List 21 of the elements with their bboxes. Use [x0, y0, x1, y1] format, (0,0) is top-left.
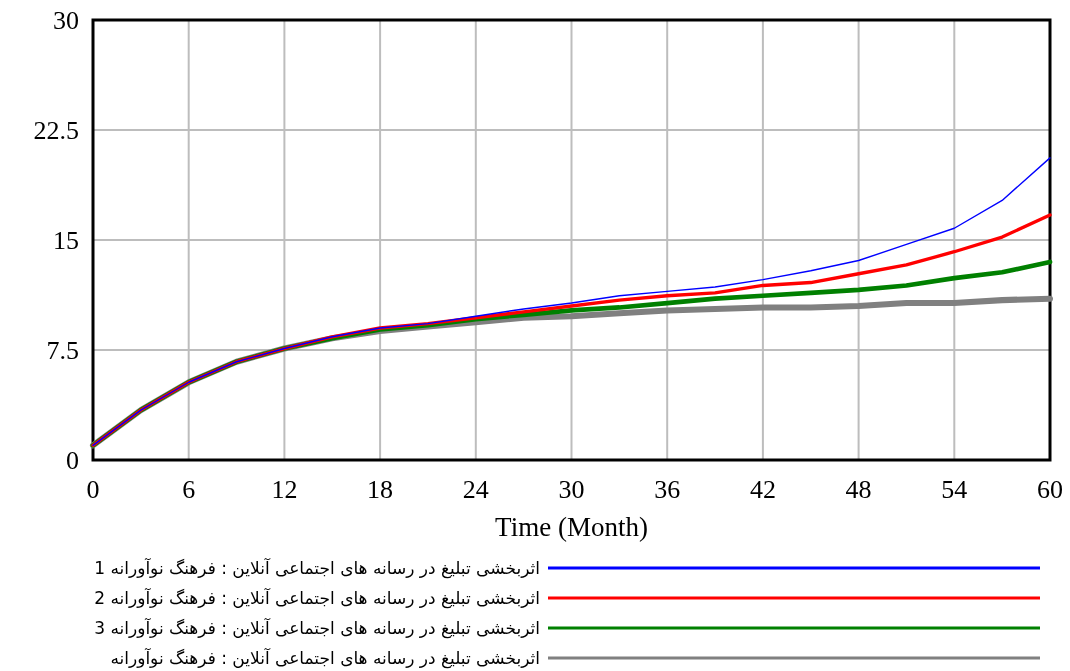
x-tick-label: 60	[1037, 475, 1063, 504]
x-axis-title: Time (Month)	[495, 512, 648, 542]
y-tick-label: 30	[53, 6, 79, 35]
y-tick-label: 22.5	[33, 116, 79, 145]
legend-label: اثربخشی تبلیغ در رسانه های اجتماعی آنلاین : فرهنگ نوآورانه 1	[94, 557, 540, 579]
y-tick-label: 7.5	[46, 336, 79, 365]
x-tick-label: 18	[367, 475, 394, 504]
legend-label: اثربخشی تبلیغ در رسانه های اجتماعی آنلاین : فرهنگ نوآورانه	[110, 647, 540, 669]
x-tick-label: 30	[558, 475, 585, 504]
x-tick-label: 24	[462, 475, 489, 504]
x-tick-label: 12	[271, 475, 298, 504]
x-tick-label: 6	[182, 475, 196, 504]
x-tick-label: 0	[86, 475, 100, 504]
x-tick-label: 42	[749, 475, 776, 504]
y-tick-label: 0	[66, 446, 79, 475]
y-tick-label: 15	[53, 226, 79, 255]
x-tick-label: 48	[845, 475, 872, 504]
legend-label: اثربخشی تبلیغ در رسانه های اجتماعی آنلاین : فرهنگ نوآورانه 2	[94, 587, 540, 609]
x-tick-label: 54	[941, 475, 968, 504]
x-tick-label: 36	[654, 475, 681, 504]
legend-label: اثربخشی تبلیغ در رسانه های اجتماعی آنلاین : فرهنگ نوآورانه 3	[94, 617, 540, 639]
